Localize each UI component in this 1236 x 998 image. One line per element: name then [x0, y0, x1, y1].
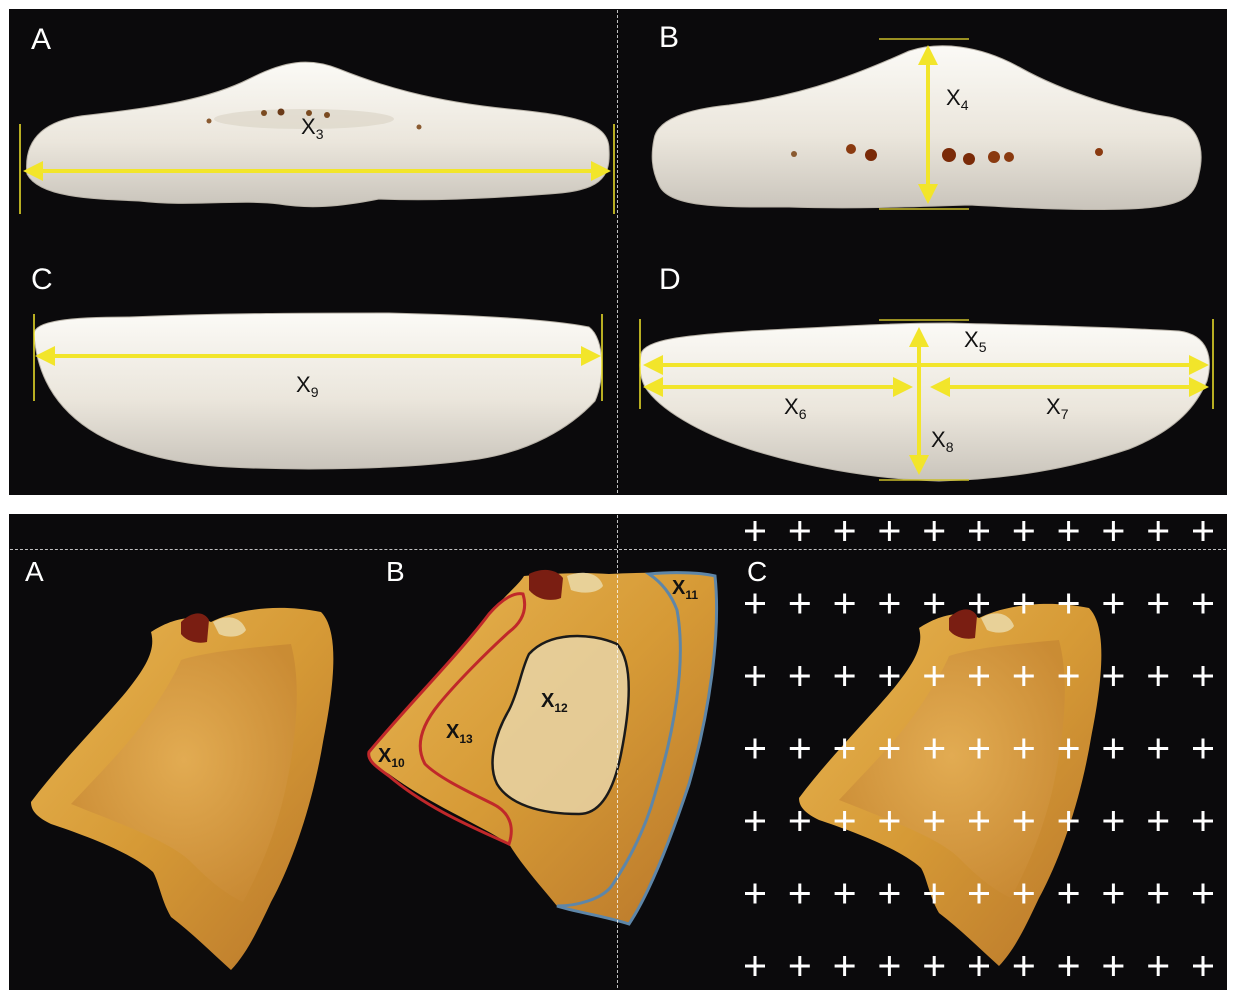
bone-side-view-d [639, 322, 1210, 482]
grid-point-marker [833, 592, 857, 615]
grid-point-marker [1057, 882, 1081, 905]
grid-point-marker [1101, 737, 1125, 760]
region-label-x12: X12 [541, 690, 568, 715]
region-label-x13: X13 [446, 721, 473, 746]
grid-point-marker [1101, 664, 1125, 688]
panel-label-a: A [31, 23, 52, 56]
grid-point-marker [922, 592, 946, 615]
panel-label-c: C [31, 263, 53, 296]
grid-point-marker [743, 954, 767, 978]
grid-point-marker [1101, 809, 1125, 833]
measurement-label-x7: X7 [1046, 394, 1069, 422]
measurement-label-x8: X8 [931, 427, 954, 455]
region-label-x10: X10 [378, 745, 405, 770]
grid-point-marker [788, 664, 812, 688]
grid-point-marker [833, 519, 857, 543]
grid-point-marker [743, 592, 767, 615]
region-outline-x12 [491, 634, 630, 816]
grid-point-marker [877, 882, 901, 905]
grid-point-marker [1012, 519, 1036, 543]
grid-point-marker [833, 882, 857, 905]
grid-point-marker [967, 954, 991, 978]
grid-point-marker [1191, 882, 1215, 905]
region-outline-x10 [367, 592, 526, 847]
grid-point-marker [743, 737, 767, 760]
measurement-label-x5: X5 [964, 327, 987, 355]
grid-point-marker [1146, 664, 1170, 688]
grid-point-marker [833, 954, 857, 978]
grid-point-marker [967, 519, 991, 543]
region-outline-x11 [556, 571, 719, 926]
grid-point-marker [922, 954, 946, 978]
grid-point-marker [1146, 954, 1170, 978]
grid-point-marker [788, 519, 812, 543]
top-figure: A B C D X3 X4 X9 X5 X6 X7 X8 [9, 9, 1227, 495]
grid-point-marker [1191, 737, 1215, 760]
section-image-a [31, 607, 334, 970]
grid-point-marker [743, 519, 767, 543]
region-label-x11: X11 [672, 577, 699, 602]
grid-point-marker [1191, 592, 1215, 615]
grid-point-marker [877, 664, 901, 688]
bottom-figure: A B C X10 X11 X12 X13 [9, 514, 1227, 990]
grid-point-marker [788, 592, 812, 615]
grid-point-marker [1191, 664, 1215, 688]
bottom-figure-illustration [31, 519, 1215, 978]
grid-point-marker [1146, 737, 1170, 760]
grid-point-marker [1101, 519, 1125, 543]
grid-point-marker [877, 519, 901, 543]
grid-point-marker [877, 592, 901, 615]
grid-point-marker [1191, 954, 1215, 978]
grid-point-marker [1057, 954, 1081, 978]
measurement-label-x3: X3 [301, 114, 324, 142]
bottom-panel-label-c: C [747, 556, 768, 587]
section-image-c [799, 603, 1102, 966]
grid-point-marker [1146, 882, 1170, 905]
grid-point-marker [743, 664, 767, 688]
grid-point-marker [1191, 519, 1215, 543]
grid-point-marker [1146, 809, 1170, 833]
measurement-label-x4: X4 [946, 85, 969, 113]
grid-point-marker [922, 519, 946, 543]
bottom-panel-label-b: B [386, 556, 405, 587]
grid-point-marker [788, 737, 812, 760]
grid-point-marker [1057, 519, 1081, 543]
grid-point-marker [788, 809, 812, 833]
grid-point-marker [1146, 592, 1170, 615]
measurement-label-x9: X9 [296, 372, 319, 400]
panel-label-b: B [659, 21, 680, 54]
crop-guide-vertical [617, 0, 618, 998]
grid-point-marker [1101, 954, 1125, 978]
grid-point-marker [788, 882, 812, 905]
grid-point-marker [1012, 954, 1036, 978]
grid-point-marker [1101, 882, 1125, 905]
grid-point-marker [788, 954, 812, 978]
measurement-label-x6: X6 [784, 394, 807, 422]
grid-point-marker [743, 809, 767, 833]
grid-point-marker [743, 882, 767, 905]
grid-point-marker [1191, 809, 1215, 833]
grid-point-marker [967, 592, 991, 615]
crop-guide-horizontal [0, 549, 1236, 550]
bottom-panel-label-a: A [25, 556, 44, 587]
grid-point-marker [1146, 519, 1170, 543]
panel-label-d: D [659, 263, 681, 296]
grid-point-marker [1101, 592, 1125, 615]
grid-point-marker [833, 664, 857, 688]
grid-point-marker [877, 954, 901, 978]
top-figure-illustration [19, 38, 1214, 482]
